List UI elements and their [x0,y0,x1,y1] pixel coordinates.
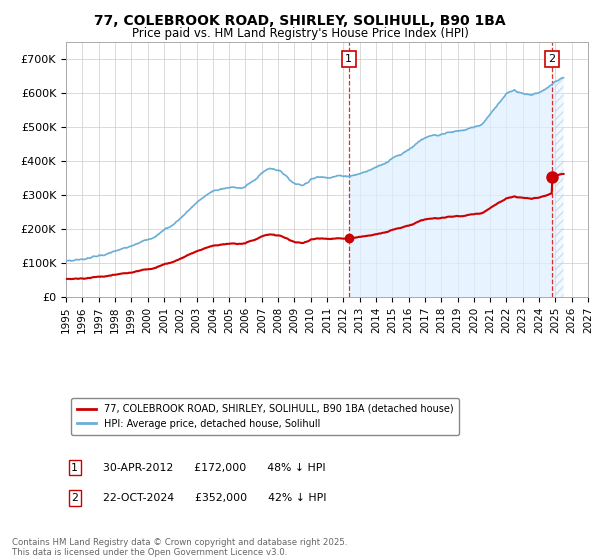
Legend: 77, COLEBROOK ROAD, SHIRLEY, SOLIHULL, B90 1BA (detached house), HPI: Average pr: 77, COLEBROOK ROAD, SHIRLEY, SOLIHULL, B… [71,398,460,435]
Text: 1: 1 [345,54,352,64]
Text: Contains HM Land Registry data © Crown copyright and database right 2025.
This d: Contains HM Land Registry data © Crown c… [12,538,347,557]
Text: 77, COLEBROOK ROAD, SHIRLEY, SOLIHULL, B90 1BA: 77, COLEBROOK ROAD, SHIRLEY, SOLIHULL, B… [94,14,506,28]
Text: 22-OCT-2024      £352,000      42% ↓ HPI: 22-OCT-2024 £352,000 42% ↓ HPI [103,493,326,503]
Text: Price paid vs. HM Land Registry's House Price Index (HPI): Price paid vs. HM Land Registry's House … [131,27,469,40]
Text: 30-APR-2012      £172,000      48% ↓ HPI: 30-APR-2012 £172,000 48% ↓ HPI [103,463,325,473]
Text: 1: 1 [71,463,78,473]
Text: 2: 2 [548,54,556,64]
Text: 2: 2 [71,493,78,503]
